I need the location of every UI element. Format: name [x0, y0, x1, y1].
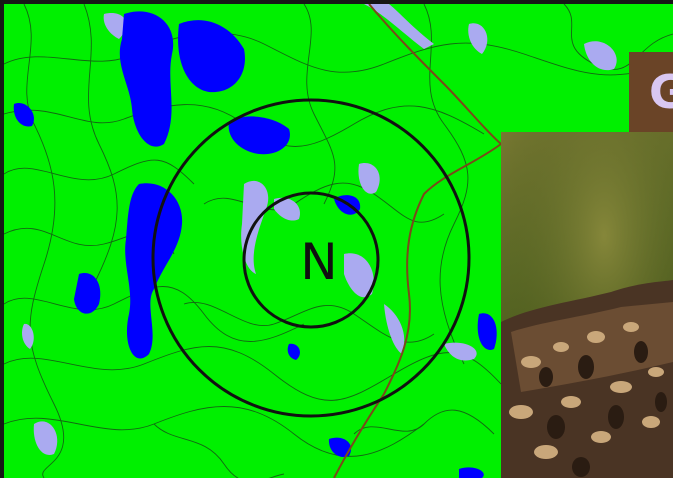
lakes [13, 11, 497, 478]
title-tab-text: G [649, 65, 673, 119]
title-tab: G [629, 52, 673, 132]
hawk-photo[interactable] [501, 132, 673, 478]
wetlands [22, 4, 617, 455]
compass-outer-ring [151, 98, 471, 418]
road-line [333, 4, 502, 478]
compass-rose [151, 98, 471, 418]
feather-spots [509, 322, 664, 459]
compass-inner-ring [242, 191, 380, 329]
map-graphics [4, 4, 673, 478]
photo-graphics [501, 132, 673, 478]
feather-streaks [539, 341, 667, 477]
north-indicator-label: N [300, 233, 338, 291]
